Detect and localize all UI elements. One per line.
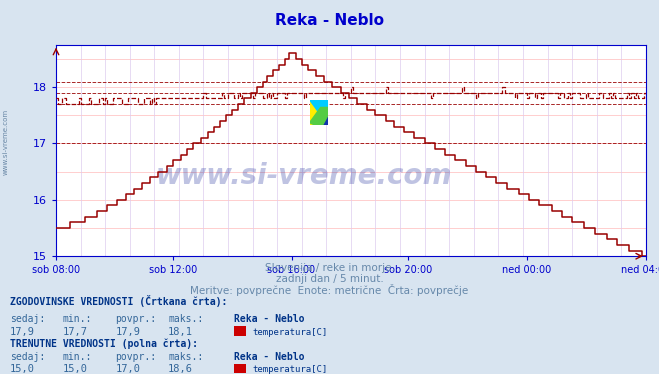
Text: povpr.:: povpr.: (115, 314, 156, 324)
Text: www.si-vreme.com: www.si-vreme.com (2, 109, 9, 175)
Polygon shape (310, 107, 328, 125)
Text: zadnji dan / 5 minut.: zadnji dan / 5 minut. (275, 275, 384, 284)
Text: povpr.:: povpr.: (115, 352, 156, 362)
Text: 17,7: 17,7 (63, 327, 88, 337)
Text: 17,9: 17,9 (115, 327, 140, 337)
Text: Reka - Neblo: Reka - Neblo (234, 314, 304, 324)
Text: TRENUTNE VREDNOSTI (polna črta):: TRENUTNE VREDNOSTI (polna črta): (10, 338, 198, 349)
Text: min.:: min.: (63, 314, 92, 324)
Text: 15,0: 15,0 (63, 364, 88, 374)
Text: temperatura[C]: temperatura[C] (252, 365, 328, 374)
Text: maks.:: maks.: (168, 352, 203, 362)
Text: 17,9: 17,9 (10, 327, 35, 337)
Text: min.:: min.: (63, 352, 92, 362)
Text: Reka - Neblo: Reka - Neblo (275, 13, 384, 28)
Text: maks.:: maks.: (168, 314, 203, 324)
Text: 17,0: 17,0 (115, 364, 140, 374)
Text: sedaj:: sedaj: (10, 314, 45, 324)
Polygon shape (310, 100, 328, 125)
Text: ZGODOVINSKE VREDNOSTI (Črtkana črta):: ZGODOVINSKE VREDNOSTI (Črtkana črta): (10, 295, 227, 307)
Text: www.si-vreme.com: www.si-vreme.com (156, 162, 452, 190)
Text: sedaj:: sedaj: (10, 352, 45, 362)
Text: Reka - Neblo: Reka - Neblo (234, 352, 304, 362)
Polygon shape (315, 107, 328, 125)
Text: 18,6: 18,6 (168, 364, 193, 374)
Text: 18,1: 18,1 (168, 327, 193, 337)
Text: temperatura[C]: temperatura[C] (252, 328, 328, 337)
Polygon shape (310, 100, 328, 125)
Text: Slovenija / reke in morje.: Slovenija / reke in morje. (264, 263, 395, 273)
Text: Meritve: povprečne  Enote: metrične  Črta: povprečje: Meritve: povprečne Enote: metrične Črta:… (190, 283, 469, 295)
Text: 15,0: 15,0 (10, 364, 35, 374)
